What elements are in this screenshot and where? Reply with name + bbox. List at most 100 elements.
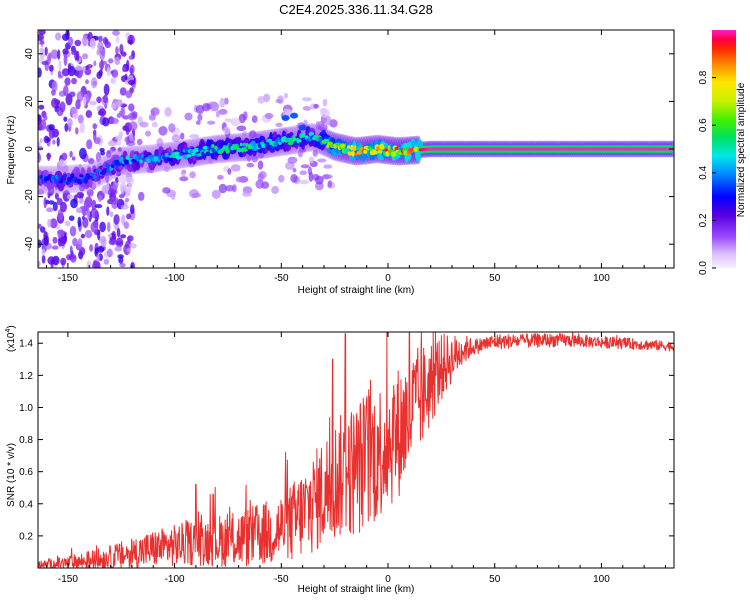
noise-blob <box>88 158 95 165</box>
branch-blob <box>281 115 290 122</box>
noise-blob <box>195 120 201 125</box>
noise-blob <box>102 117 110 127</box>
ridge-core <box>79 174 84 178</box>
noise-blob <box>271 185 279 195</box>
ridge-core <box>297 139 302 143</box>
x-tick-label: 100 <box>593 273 610 284</box>
noise-blob <box>164 107 172 117</box>
noise-blob <box>50 49 59 60</box>
noise-blob <box>297 149 303 158</box>
noise-blob <box>136 138 143 146</box>
noise-blob <box>230 117 241 127</box>
noise-blob <box>59 101 66 113</box>
noise-blob <box>327 180 333 188</box>
noise-blob <box>164 166 170 173</box>
ridge-core <box>63 174 67 178</box>
noise-blob <box>104 41 112 49</box>
ridge-core <box>373 150 378 155</box>
noise-blob <box>125 197 129 203</box>
noise-blob <box>47 190 51 199</box>
ridge-core <box>125 155 130 160</box>
noise-blob <box>51 97 59 109</box>
noise-blob <box>263 93 271 103</box>
noise-blob <box>125 90 133 99</box>
ridge-core <box>139 159 143 164</box>
noise-blob <box>113 214 120 225</box>
noise-blob <box>61 164 69 173</box>
noise-blob <box>40 226 46 233</box>
noise-blob <box>131 83 136 89</box>
ridge-core <box>54 178 58 184</box>
noise-blob <box>264 112 274 119</box>
noise-blob <box>77 207 82 213</box>
ridge-core <box>323 138 330 143</box>
noise-blob <box>126 213 132 220</box>
noise-blob <box>97 41 104 52</box>
noise-blob <box>58 59 62 72</box>
noise-blob <box>162 187 171 194</box>
noise-blob <box>38 188 45 195</box>
noise-blob <box>128 55 133 60</box>
noise-blob <box>102 94 108 104</box>
noise-blob <box>171 134 181 143</box>
noise-blob <box>255 179 265 189</box>
noise-blob <box>47 152 51 162</box>
noise-blob <box>302 97 312 102</box>
noise-blob <box>275 99 283 104</box>
noise-blob <box>54 192 59 200</box>
noise-blob <box>46 207 54 213</box>
ridge-core <box>191 152 196 156</box>
noise-blob <box>308 156 315 164</box>
noise-blob <box>98 194 102 202</box>
noise-blob <box>104 103 108 109</box>
snr-series-line <box>38 332 674 568</box>
y-tick-label: 0.2 <box>19 531 33 542</box>
noise-blob <box>195 104 205 114</box>
ridge-core <box>264 143 269 148</box>
ridge-core <box>347 145 351 149</box>
noise-blob <box>96 96 102 103</box>
ridge-core <box>377 150 383 154</box>
noise-blob <box>123 221 130 230</box>
noise-blob <box>114 56 121 65</box>
ridge-core <box>120 156 124 162</box>
noise-blob <box>77 238 83 250</box>
noise-blob <box>278 174 285 183</box>
noise-blob <box>72 237 78 247</box>
spectrogram-panel: -150 -100 -50 0 50 100 -40 -20 0 20 40 Height of … <box>6 29 675 296</box>
noise-blob <box>63 85 69 97</box>
noise-blob <box>69 150 73 158</box>
colorbar-tick-label: 0.0 <box>698 261 709 275</box>
noise-blob <box>60 201 67 213</box>
noise-blob <box>48 124 55 131</box>
noise-blob <box>91 199 97 211</box>
y-tick-label: 0 <box>24 146 35 152</box>
noise-blob <box>171 193 176 200</box>
noise-blob <box>51 89 56 96</box>
noise-blob <box>258 171 267 179</box>
noise-blob <box>47 218 52 228</box>
noise-blob <box>38 67 42 78</box>
noise-blob <box>128 121 138 131</box>
noise-blob <box>257 160 264 170</box>
noise-blob <box>129 132 134 141</box>
ridge-core <box>356 146 360 151</box>
noise-blob <box>131 111 138 119</box>
noise-blob <box>120 234 127 239</box>
noise-blob <box>61 152 68 161</box>
ridge-core <box>89 172 95 177</box>
noise-blob <box>84 67 92 76</box>
noise-blob <box>103 258 110 265</box>
noise-blob <box>184 112 193 121</box>
y-tick-label: 0.8 <box>19 435 33 446</box>
ridge-core <box>242 142 246 147</box>
noise-blob <box>97 110 105 116</box>
noise-blob <box>308 172 314 182</box>
noise-blob <box>92 80 97 86</box>
noise-blob <box>96 71 102 79</box>
x-tick-label: -50 <box>274 574 289 585</box>
x-tick-label: -50 <box>274 273 289 284</box>
noise-blob <box>110 70 114 75</box>
noise-blob <box>51 245 59 250</box>
